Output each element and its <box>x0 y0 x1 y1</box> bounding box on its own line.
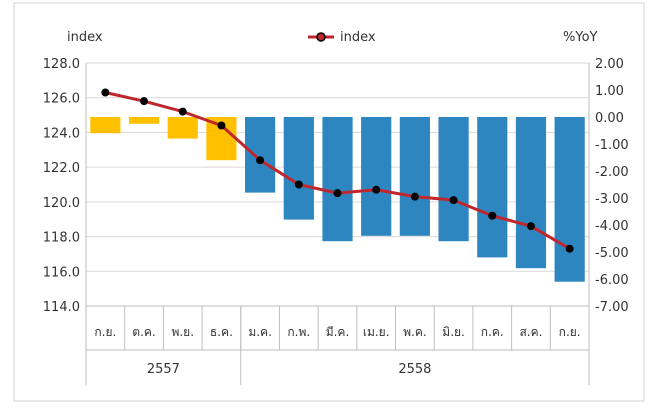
right-tick-label: -4.00 <box>595 219 629 234</box>
left-tick-label: 128.0 <box>43 57 80 72</box>
axes: 128.0 126.0 124.0 122.0 120.0 118.0 116.0 114.0… <box>43 57 629 385</box>
index-point <box>488 211 497 220</box>
right-tick-label: 1.00 <box>595 84 624 99</box>
index-point <box>178 107 187 116</box>
left-tick-label: 122.0 <box>43 161 80 176</box>
left-tick-label: 124.0 <box>43 126 80 141</box>
index-point <box>372 185 381 194</box>
left-tick-label: 120.0 <box>43 196 80 211</box>
category-label: พ.ค. <box>403 325 427 339</box>
right-axis-label: %YoY <box>563 30 598 45</box>
category-label: มิ.ย. <box>442 325 465 339</box>
bar <box>90 117 121 134</box>
category-label: มี.ค. <box>326 325 350 339</box>
legend-label-index: index <box>340 30 376 45</box>
index-point <box>449 196 458 205</box>
bar <box>554 117 585 282</box>
index-point <box>410 192 419 201</box>
right-tick-label: 2.00 <box>595 57 624 72</box>
right-tick-label: 0.00 <box>595 111 624 126</box>
category-label: ม.ค. <box>248 325 272 339</box>
index-point <box>565 244 574 253</box>
bar <box>399 117 430 236</box>
category-label: ก.พ. <box>287 325 310 339</box>
left-tick-label: 116.0 <box>43 265 80 280</box>
category-label: ก.ย. <box>94 325 116 339</box>
category-label: ต.ค. <box>132 325 155 339</box>
bar <box>477 117 508 258</box>
index-point <box>256 156 265 165</box>
legend-marker-swatch <box>316 32 326 42</box>
right-tick-label: -5.00 <box>595 246 629 261</box>
category-label: ส.ค. <box>519 325 542 339</box>
right-tick-label: -3.00 <box>595 192 629 207</box>
index-point <box>217 121 226 130</box>
category-label: ก.ค. <box>481 325 504 339</box>
index-point <box>333 189 342 198</box>
right-tick-label: -1.00 <box>595 138 629 153</box>
index-point <box>101 88 110 97</box>
bar-series <box>90 117 585 282</box>
bar <box>322 117 353 242</box>
bar <box>438 117 469 242</box>
right-tick-label: -6.00 <box>595 273 629 288</box>
right-tick-label: -2.00 <box>595 165 629 180</box>
index-point <box>526 222 535 231</box>
left-tick-label: 118.0 <box>43 231 80 246</box>
bar <box>361 117 392 236</box>
year-label: 2558 <box>398 362 431 377</box>
left-tick-label: 114.0 <box>43 300 80 315</box>
bar <box>245 117 276 193</box>
index-point <box>294 180 303 189</box>
legend: index <box>308 30 376 45</box>
left-axis-label: index <box>67 30 103 45</box>
category-label: พ.ย. <box>171 325 194 339</box>
year-label: 2557 <box>147 362 180 377</box>
bar <box>128 117 160 124</box>
category-label: ก.ย. <box>559 325 581 339</box>
line-series <box>101 88 574 253</box>
bar <box>515 117 547 269</box>
left-tick-label: 126.0 <box>43 92 80 107</box>
bar <box>167 117 198 139</box>
category-label: เม.ย. <box>363 325 390 339</box>
right-tick-label: -7.00 <box>595 300 629 315</box>
bar <box>283 117 314 220</box>
index-point <box>140 97 149 106</box>
category-label: ธ.ค. <box>210 325 233 339</box>
